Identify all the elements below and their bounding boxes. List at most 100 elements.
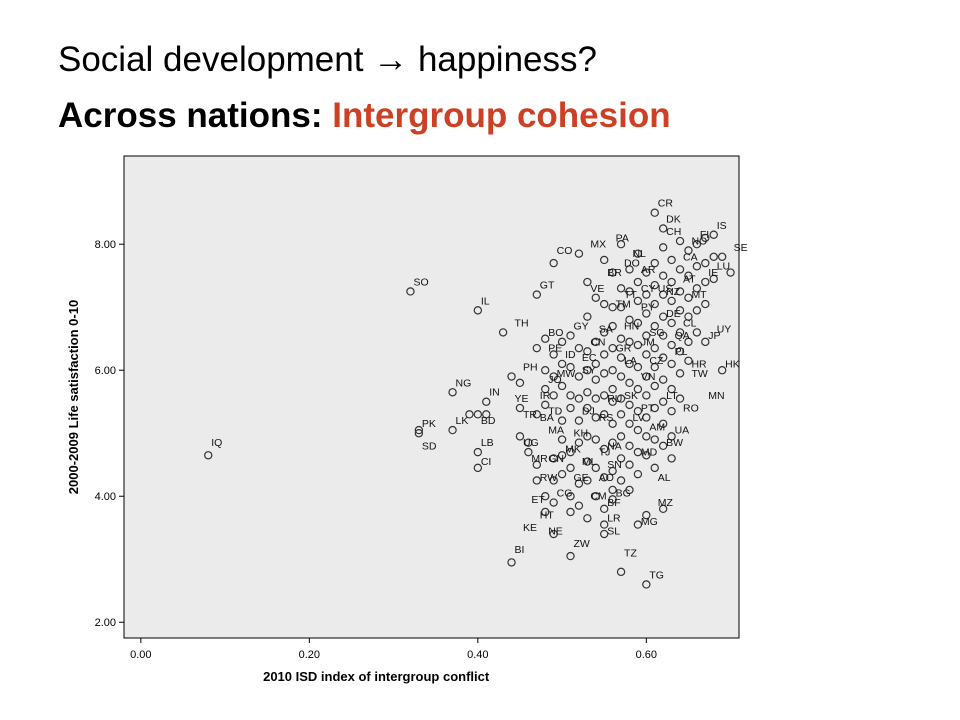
point-label: SA <box>599 324 613 336</box>
point-label: GR <box>616 343 632 355</box>
scatter-point <box>667 454 676 463</box>
point-label: SE <box>734 242 748 254</box>
point-label: LR <box>607 513 621 525</box>
scatter-point <box>692 262 702 271</box>
scatter-point <box>625 485 634 495</box>
scatter-point <box>549 258 558 268</box>
point-label: DJ <box>582 406 595 418</box>
scatter-point <box>608 466 617 476</box>
scatter-point <box>591 435 600 444</box>
scatter-point <box>600 444 609 454</box>
scatter-point <box>667 406 676 416</box>
scatter-point <box>633 340 643 350</box>
scatter-point <box>583 476 592 485</box>
scatter-point <box>608 397 617 406</box>
scatter-point <box>414 429 424 438</box>
scatter-point <box>650 280 659 290</box>
scatter-point <box>667 296 676 306</box>
point-label: HR <box>691 358 707 370</box>
x-tick-label: 0.00 <box>130 649 151 661</box>
y-tick-label: 8.00 <box>95 239 116 251</box>
axis-ticks: 0.00 0.20 0.40 0.60 2.00 4.00 6.00 8.00 <box>95 239 657 661</box>
scatter-point <box>583 366 592 375</box>
point-label: MA <box>548 425 564 437</box>
point-label: TT <box>624 289 637 301</box>
scatter-point <box>633 318 643 328</box>
scatter-point <box>692 306 702 315</box>
scatter-point <box>574 249 584 258</box>
point-label: JM <box>641 336 655 348</box>
scatter-point <box>566 403 575 413</box>
scatter-point <box>515 432 525 441</box>
scatter-point <box>684 312 693 321</box>
scatter-point <box>557 451 567 460</box>
point-label: IE <box>708 267 718 279</box>
scatter-point <box>658 243 668 252</box>
scatter-point <box>608 321 617 331</box>
scatter-point <box>642 391 651 400</box>
point-label: IQ <box>211 437 222 449</box>
point-label: BO <box>548 327 563 339</box>
scatter-point <box>541 334 550 343</box>
scatter-point <box>566 447 575 457</box>
scatter-point <box>600 350 609 359</box>
scatter-point <box>482 410 491 419</box>
x-axis-label: 2010 ISD index of intergroup conflict <box>263 669 490 684</box>
point-label: ET <box>531 494 545 506</box>
scatter-point <box>675 287 685 296</box>
scatter-point <box>600 299 609 309</box>
scatter-point <box>532 410 542 419</box>
title-part1: Social development <box>58 40 364 79</box>
point-label: AT <box>683 273 696 285</box>
scatter-point <box>583 457 592 466</box>
scatter-point <box>692 328 702 337</box>
point-label: FI <box>700 229 709 241</box>
scatter-point <box>667 340 676 350</box>
point-label: CG <box>557 488 573 500</box>
point-label: IL <box>481 295 490 307</box>
point-label: MR <box>531 453 548 465</box>
scatter-point <box>549 391 558 400</box>
point-label: BG <box>616 488 631 500</box>
scatter-point <box>650 381 659 391</box>
scatter-point <box>406 287 415 296</box>
scatter-point <box>658 397 668 406</box>
point-label: TG <box>649 569 664 581</box>
plot-area <box>123 155 740 639</box>
point-label: ZW <box>574 538 590 550</box>
x-tick-label: 0.40 <box>467 649 488 661</box>
scatter-point <box>608 438 617 447</box>
point-label: CZ <box>649 355 664 367</box>
scatter-point <box>541 507 550 517</box>
slide-subtitle: Across nations: Intergroup cohesion <box>58 96 671 136</box>
point-label: CO <box>557 245 573 257</box>
scatter-point <box>473 447 483 457</box>
scatter-point <box>717 252 727 262</box>
point-label: MG <box>641 516 658 528</box>
point-label: YE <box>515 393 529 405</box>
scatter-point <box>591 359 600 369</box>
point-label: HN <box>624 321 639 333</box>
scatter-markers <box>204 208 735 589</box>
scatter-point <box>625 287 634 296</box>
point-label: AO <box>599 472 614 484</box>
scatter-point <box>658 353 668 362</box>
scatter-point <box>574 438 584 447</box>
point-label: SK <box>624 390 638 402</box>
scatter-point <box>650 403 659 413</box>
scatter-point <box>608 419 617 428</box>
point-label: PT <box>641 402 655 414</box>
point-label: ML <box>582 456 597 468</box>
point-label: DK <box>666 213 681 225</box>
scatter-point <box>658 290 668 299</box>
scatter-point <box>667 318 676 328</box>
scatter-point <box>625 400 634 410</box>
point-label: NA <box>607 440 622 452</box>
point-label: BD <box>481 415 496 427</box>
scatter-point <box>566 331 575 340</box>
point-label: SD <box>422 440 437 452</box>
scatter-point <box>650 208 659 217</box>
scatter-point <box>574 416 584 425</box>
scatter-point <box>633 362 643 372</box>
point-label: CL <box>683 317 697 329</box>
